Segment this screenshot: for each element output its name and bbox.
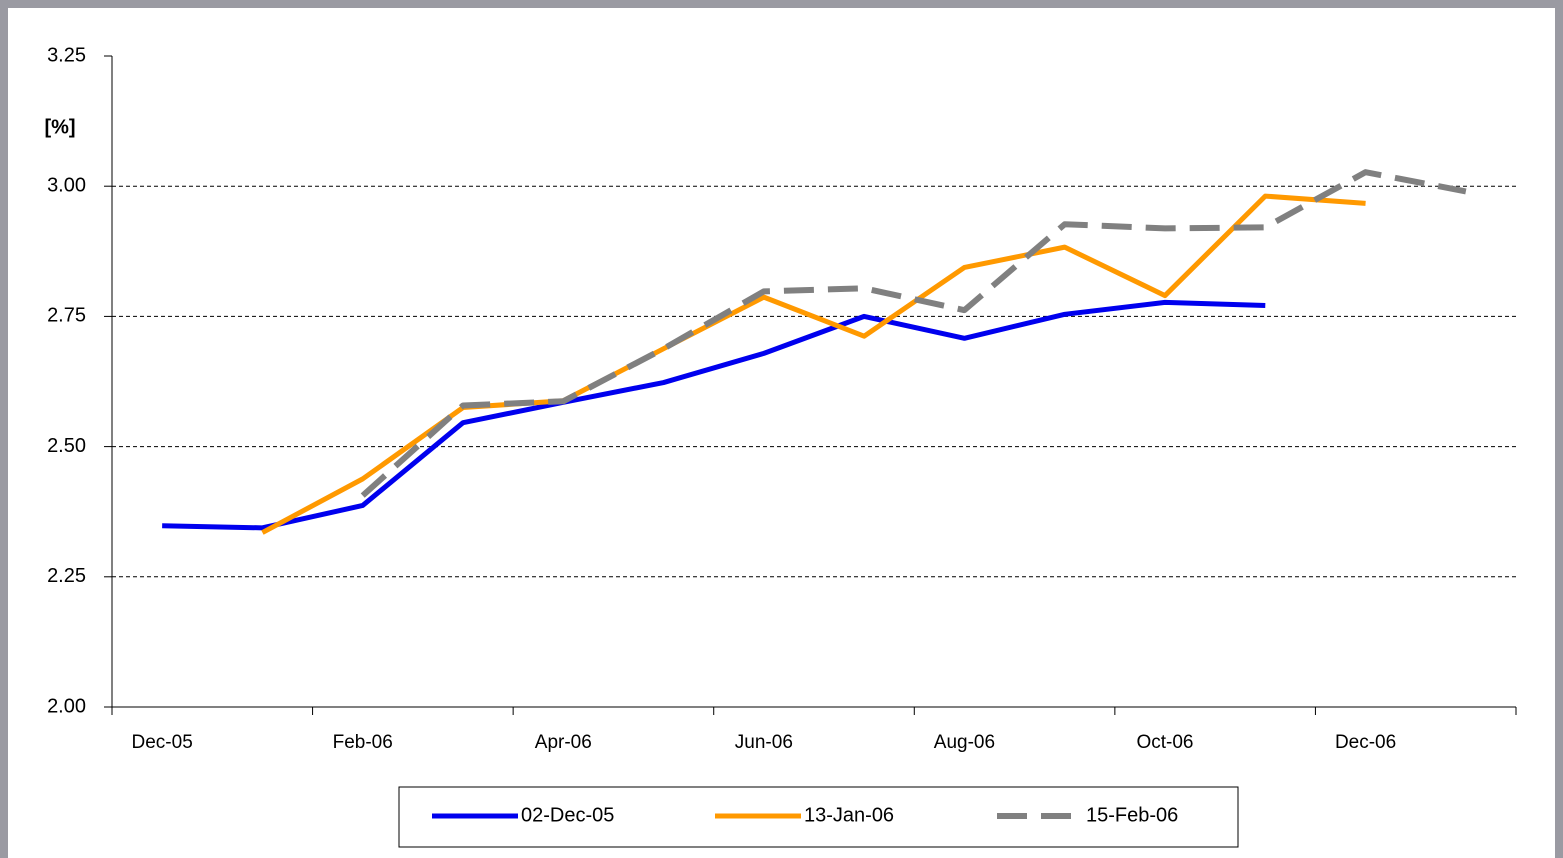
x-tick-label: Oct-06 bbox=[1136, 732, 1193, 753]
y-tick-label: 2.25 bbox=[47, 565, 86, 587]
x-tick-label: Apr-06 bbox=[535, 732, 592, 753]
y-tick-label: 3.00 bbox=[47, 174, 86, 196]
x-tick-label: Jun-06 bbox=[735, 732, 793, 753]
y-tick-label: 2.00 bbox=[47, 695, 86, 717]
y-tick-label: 2.50 bbox=[47, 435, 86, 457]
chart-area bbox=[8, 8, 1555, 858]
series-line bbox=[360, 169, 1467, 498]
x-tick-label: Feb-06 bbox=[333, 732, 393, 753]
y-axis-label: [%] bbox=[44, 116, 75, 138]
y-tick-label: 3.25 bbox=[47, 44, 86, 66]
legend bbox=[398, 786, 1239, 848]
legend-label: 02-Dec-05 bbox=[521, 804, 614, 826]
series-line bbox=[162, 299, 1266, 531]
y-tick-label: 2.75 bbox=[47, 305, 86, 327]
x-tick-label: Aug-06 bbox=[934, 732, 995, 753]
x-tick-label: Dec-05 bbox=[132, 732, 193, 753]
legend-label: 15-Feb-06 bbox=[1086, 804, 1178, 826]
x-tick-label: Dec-06 bbox=[1335, 732, 1396, 753]
legend-label: 13-Jan-06 bbox=[804, 804, 894, 826]
